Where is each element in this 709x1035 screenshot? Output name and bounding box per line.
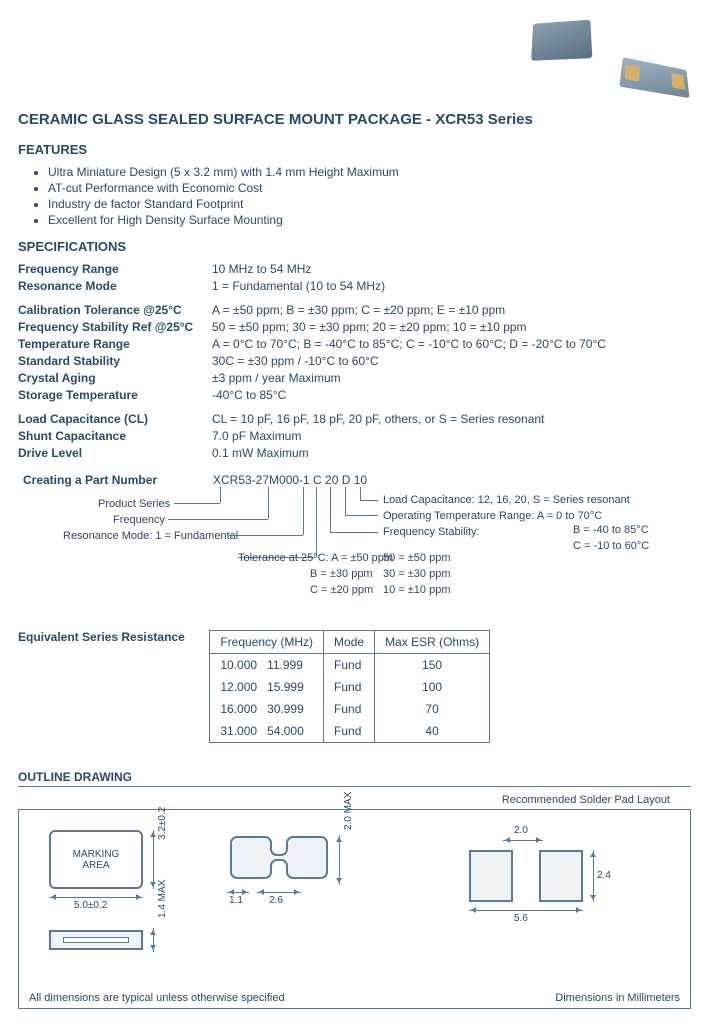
outline-drawing-box: Recommended Solder Pad Layout MARKING AR… xyxy=(18,809,691,1009)
pn-tol: Tolerance at 25°C: A = ±50 ppm xyxy=(238,552,393,564)
esr-table: Frequency (MHz) Mode Max ESR (Ohms) 10.0… xyxy=(209,630,490,743)
spec-value: A = 0°C to 70°C; B = -40°C to 85°C; C = … xyxy=(212,337,691,351)
spec-group-2: Calibration Tolerance @25°C A = ±50 ppm;… xyxy=(18,303,691,402)
dim-width: 5.0±0.2 xyxy=(74,900,107,911)
spec-value: ±3 ppm / year Maximum xyxy=(212,371,691,385)
dim-height: 3.2±0.2 xyxy=(157,807,168,840)
feature-item: AT-cut Performance with Economic Cost xyxy=(48,181,691,195)
dim-pad-h: 2.0 MAX xyxy=(343,792,354,830)
esr-col-maxesr: Max ESR (Ohms) xyxy=(374,631,489,654)
table-row: 31.000 54.000 Fund 40 xyxy=(210,720,489,742)
spec-value: A = ±50 ppm; B = ±30 ppm; C = ±20 ppm; E… xyxy=(212,303,691,317)
spec-label: Calibration Tolerance @25°C xyxy=(18,303,208,317)
footer-right: Dimensions in Millimeters xyxy=(555,992,680,1004)
partnumber-example: XCR53-27M000-1 C 20 D 10 xyxy=(213,473,367,487)
spec-group-1: Frequency Range 10 MHz to 54 MHz Resonan… xyxy=(18,262,691,293)
dim-solder-span: 5.6 xyxy=(514,913,528,924)
spec-group-3: Load Capacitance (CL) CL = 10 pF, 16 pF,… xyxy=(18,412,691,460)
specs-heading: SPECIFICATIONS xyxy=(18,239,691,254)
pn-optemp-c: C = -10 to 60°C xyxy=(573,540,649,552)
esr-label: Equivalent Series Resistance xyxy=(18,630,206,644)
esr-col-mode: Mode xyxy=(323,631,374,654)
pn-tolc: C = ±20 ppm xyxy=(310,584,373,596)
side-view xyxy=(49,930,143,950)
page-title: CERAMIC GLASS SEALED SURFACE MOUNT PACKA… xyxy=(18,111,691,128)
pn-optemp-b: B = -40 to 85°C xyxy=(573,524,649,536)
esr-col-freq: Frequency (MHz) xyxy=(210,631,323,654)
spec-label: Crystal Aging xyxy=(18,371,208,385)
dim-pad-gap: 2.6 xyxy=(269,895,283,906)
table-row: 10.000 11.999 Fund 150 xyxy=(210,654,489,676)
feature-list: Ultra Miniature Design (5 x 3.2 mm) with… xyxy=(48,165,691,227)
spec-label: Drive Level xyxy=(18,446,208,460)
spec-value: 7.0 pF Maximum xyxy=(212,429,691,443)
spec-label: Standard Stability xyxy=(18,354,208,368)
pn-loadcap: Load Capacitance: 12, 16, 20, S = Series… xyxy=(383,494,630,506)
dim-thick: 1.4 MAX xyxy=(157,880,168,918)
chip-top-view xyxy=(531,20,592,61)
spec-label: Shunt Capacitance xyxy=(18,429,208,443)
outline-heading: OUTLINE DRAWING xyxy=(18,770,691,787)
part-number-diagram: Creating a Part Number XCR53-27M000-1 C … xyxy=(18,470,691,630)
spec-value: CL = 10 pF, 16 pF, 18 pF, 20 pF, others,… xyxy=(212,412,691,426)
spec-value: 10 MHz to 54 MHz xyxy=(212,262,691,276)
table-row: 12.000 15.999 Fund 100 xyxy=(210,676,489,698)
spec-value: 1 = Fundamental (10 to 54 MHz) xyxy=(212,279,691,293)
pn-fs10: 10 = ±10 ppm xyxy=(383,584,451,596)
dim-solder-h: 2.4 xyxy=(597,870,611,881)
spec-value: -40°C to 85°C xyxy=(212,388,691,402)
spec-label: Resonance Mode xyxy=(18,279,208,293)
spec-label: Storage Temperature xyxy=(18,388,208,402)
table-row: 16.000 30.999 Fund 70 xyxy=(210,698,489,720)
product-images xyxy=(18,20,691,105)
spec-value: 50 = ±50 ppm; 30 = ±30 ppm; 20 = ±20 ppm… xyxy=(212,320,691,334)
solder-pad-right xyxy=(539,850,583,902)
dim-solder-w: 2.0 xyxy=(514,825,528,836)
chip-bottom-view xyxy=(619,57,689,98)
spec-value: 0.1 mW Maximum xyxy=(212,446,691,460)
top-view: MARKING AREA xyxy=(49,830,143,889)
marking-area: MARKING AREA xyxy=(51,849,141,871)
solder-pad-left xyxy=(469,850,513,902)
feature-item: Ultra Miniature Design (5 x 3.2 mm) with… xyxy=(48,165,691,179)
spec-value: 30C = ±30 ppm / -10°C to 60°C xyxy=(212,354,691,368)
feature-item: Industry de factor Standard Footprint xyxy=(48,197,691,211)
partnumber-label: Creating a Part Number xyxy=(23,473,157,487)
footer-left: All dimensions are typical unless otherw… xyxy=(29,992,285,1004)
pn-freq: Frequency xyxy=(113,514,165,526)
pn-resmode: Resonance Mode: 1 = Fundamental xyxy=(63,530,238,542)
spec-label: Frequency Range xyxy=(18,262,208,276)
feature-item: Excellent for High Density Surface Mount… xyxy=(48,213,691,227)
spec-label: Temperature Range xyxy=(18,337,208,351)
spec-label: Frequency Stability Ref @25°C xyxy=(18,320,208,334)
esr-section: Equivalent Series Resistance Frequency (… xyxy=(18,630,691,746)
pn-fs50: 50 = ±50 ppm xyxy=(383,552,451,564)
pn-series: Product Series xyxy=(98,498,170,510)
pn-freqstab: Frequency Stability: xyxy=(383,526,480,538)
pn-fs30: 30 = ±30 ppm xyxy=(383,568,451,580)
pn-optemp: Operating Temperature Range: A = 0 to 70… xyxy=(383,510,602,522)
bottom-view xyxy=(229,835,329,880)
spec-label: Load Capacitance (CL) xyxy=(18,412,208,426)
dim-pad-w: 1.1 xyxy=(229,895,243,906)
pn-tolb: B = ±30 ppm xyxy=(310,568,373,580)
features-heading: FEATURES xyxy=(18,142,691,157)
recommended-solder-label: Recommended Solder Pad Layout xyxy=(502,794,670,806)
